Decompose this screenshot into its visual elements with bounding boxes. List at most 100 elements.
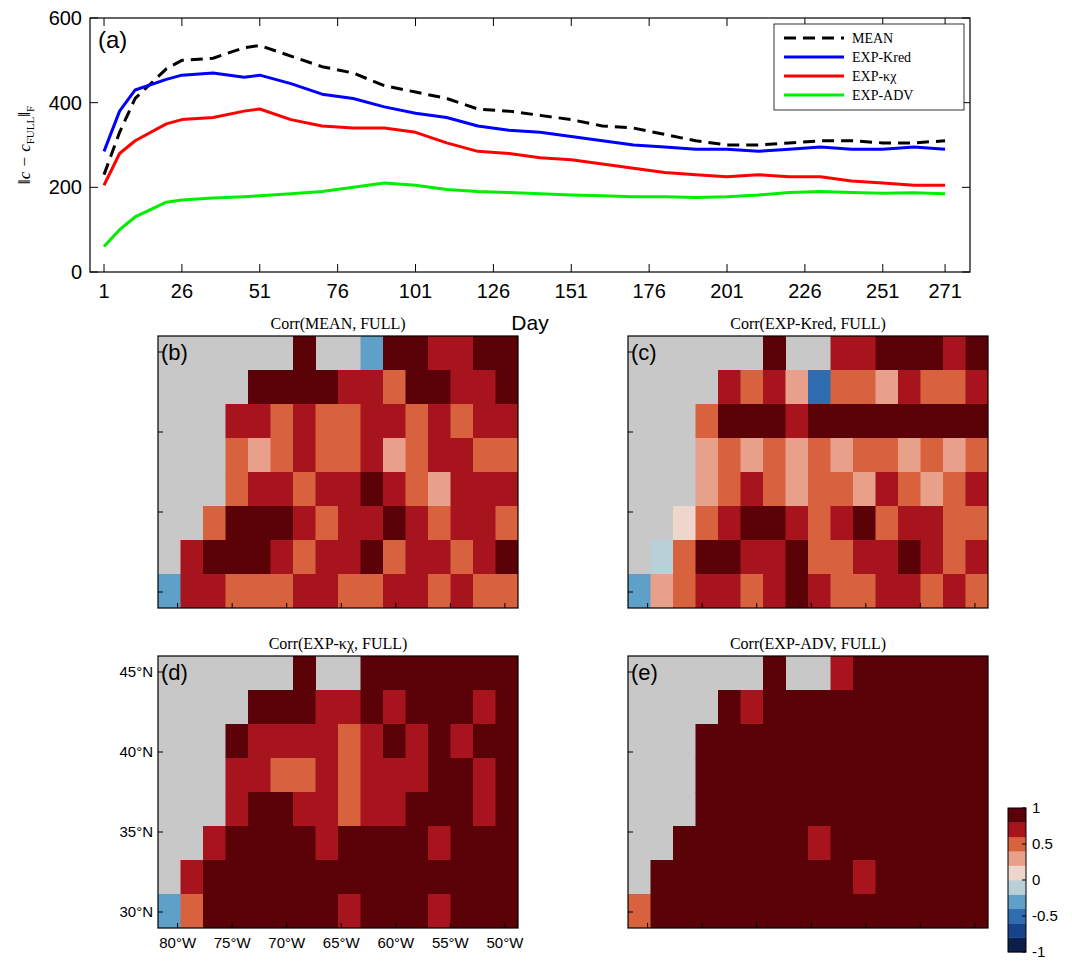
cell xyxy=(853,826,876,861)
y-tick xyxy=(628,432,633,433)
x-tick-label: 75°W xyxy=(214,934,252,951)
cell xyxy=(943,472,966,507)
cell xyxy=(428,438,451,473)
cell xyxy=(853,690,876,725)
cell xyxy=(808,826,831,861)
cell xyxy=(943,370,966,405)
cell xyxy=(966,404,989,439)
x-tick xyxy=(649,264,650,272)
x-tick xyxy=(882,264,883,272)
cell xyxy=(338,540,361,575)
cell xyxy=(966,506,989,541)
map-frame xyxy=(158,656,518,928)
cell xyxy=(406,540,429,575)
cell xyxy=(741,574,764,608)
cell xyxy=(898,758,921,793)
cell xyxy=(673,894,696,928)
cell xyxy=(361,894,384,928)
cell xyxy=(966,690,989,725)
cell xyxy=(741,404,764,439)
cell xyxy=(898,404,921,439)
x-axis-title: Day xyxy=(511,311,549,334)
cell xyxy=(763,690,786,725)
cell xyxy=(383,472,406,507)
panel-title: Corr(EXP-κχ, FULL) xyxy=(269,635,408,653)
x-tick-label: 176 xyxy=(632,280,665,302)
cell xyxy=(763,472,786,507)
cell xyxy=(226,724,249,759)
cell xyxy=(718,724,741,759)
cell xyxy=(496,370,519,405)
x-tick xyxy=(395,923,396,928)
y-tick xyxy=(90,187,98,188)
land xyxy=(158,656,518,928)
cell xyxy=(921,758,944,793)
cell xyxy=(316,894,339,928)
x-tick xyxy=(181,18,182,26)
cell xyxy=(226,758,249,793)
colorbar-tick xyxy=(1022,808,1026,809)
cell xyxy=(361,438,384,473)
legend-label: MEAN xyxy=(852,31,893,46)
x-tick-label: 1 xyxy=(98,280,109,302)
cell xyxy=(898,574,921,608)
cell xyxy=(293,336,316,371)
cell xyxy=(451,792,474,827)
cell xyxy=(741,758,764,793)
panel-label: (e) xyxy=(631,660,658,685)
x-tick xyxy=(259,264,260,272)
cell xyxy=(763,656,786,691)
cell xyxy=(696,860,719,895)
cell xyxy=(473,656,496,691)
cell xyxy=(966,792,989,827)
legend-swatch xyxy=(784,94,844,97)
cell xyxy=(248,370,271,405)
x-tick-label: 80°W xyxy=(159,934,197,951)
cell xyxy=(718,438,741,473)
cell xyxy=(876,506,899,541)
cell xyxy=(966,472,989,507)
panel-label: (c) xyxy=(631,340,657,365)
lines xyxy=(104,46,945,247)
cell xyxy=(338,894,361,928)
colorbar-band xyxy=(1008,894,1026,909)
cell xyxy=(741,792,764,827)
cell xyxy=(496,690,519,725)
x-tick xyxy=(337,264,338,272)
cell xyxy=(831,370,854,405)
cell xyxy=(853,404,876,439)
panel-title: Corr(EXP-ADV, FULL) xyxy=(730,635,886,653)
cell xyxy=(831,792,854,827)
cell xyxy=(451,758,474,793)
cell xyxy=(271,438,294,473)
cell xyxy=(473,826,496,861)
cell xyxy=(673,506,696,541)
cell xyxy=(831,472,854,507)
cell xyxy=(428,656,451,691)
cell xyxy=(451,438,474,473)
cell xyxy=(226,574,249,608)
cell xyxy=(943,574,966,608)
cell xyxy=(338,792,361,827)
x-tick xyxy=(177,603,178,608)
x-tick-label: 51 xyxy=(249,280,271,302)
cell xyxy=(316,404,339,439)
cell xyxy=(831,860,854,895)
cell xyxy=(966,724,989,759)
cell xyxy=(496,656,519,691)
cell xyxy=(786,894,809,928)
cell xyxy=(741,690,764,725)
cell xyxy=(361,336,384,371)
cell xyxy=(428,894,451,928)
cell xyxy=(966,656,989,691)
cell xyxy=(338,438,361,473)
land xyxy=(628,336,988,608)
y-tick xyxy=(158,512,163,513)
cell xyxy=(853,472,876,507)
cell xyxy=(248,724,271,759)
heatmap-cells xyxy=(628,656,988,928)
cell xyxy=(943,724,966,759)
x-tick-label: 251 xyxy=(866,280,899,302)
cell xyxy=(338,724,361,759)
y-tick xyxy=(90,102,98,103)
